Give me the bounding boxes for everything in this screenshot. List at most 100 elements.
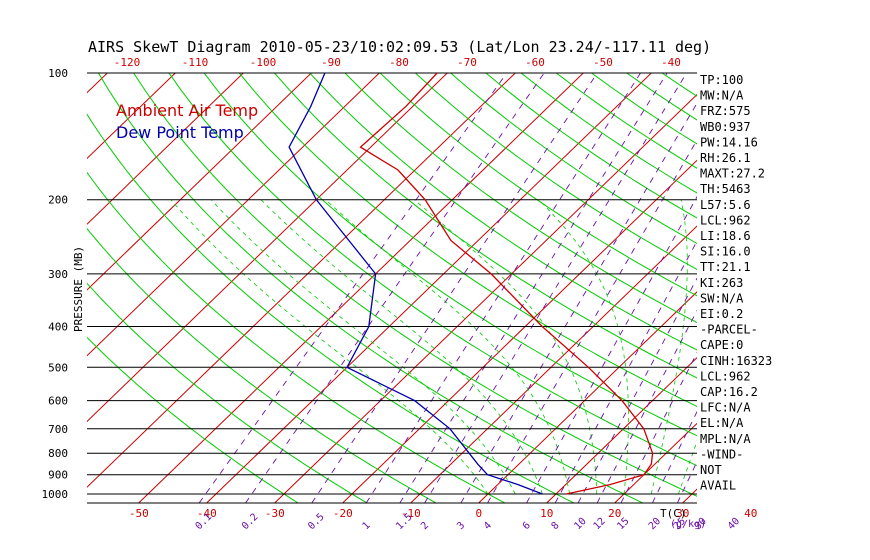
dry-adiabat-line bbox=[87, 336, 299, 503]
dry-adiabat-line bbox=[97, 73, 644, 503]
isotherm-line bbox=[138, 73, 584, 503]
dry-adiabat-line bbox=[309, 73, 697, 351]
pressure-tick-label: 100 bbox=[48, 67, 68, 80]
index-entry: MAXT:27.2 bbox=[700, 167, 765, 181]
isotherm-line bbox=[478, 291, 697, 503]
bottom-temp-tick-label: 30 bbox=[676, 507, 689, 520]
bottom-temp-tick-label: -30 bbox=[265, 507, 285, 520]
isotherm-line bbox=[87, 73, 176, 160]
mixing-ratio-tick-label: 8 bbox=[550, 520, 562, 532]
legend-dew-point-temp: Dew Point Temp bbox=[116, 123, 244, 142]
moist-adiabat-line bbox=[678, 440, 697, 495]
pressure-tick-label: 300 bbox=[48, 268, 68, 281]
profiles bbox=[288, 73, 654, 495]
isotherm-line bbox=[546, 356, 697, 503]
index-entry: SW:N/A bbox=[700, 291, 744, 305]
ambient-temp-line bbox=[359, 73, 654, 495]
index-entry: PW:14.16 bbox=[700, 135, 758, 149]
top-temp-tick-label: -90 bbox=[321, 56, 341, 69]
index-entry: MW:N/A bbox=[700, 89, 744, 103]
isotherm-line bbox=[819, 73, 870, 503]
moist-adiabat-line bbox=[733, 200, 870, 494]
top-temp-tick-label: -80 bbox=[389, 56, 409, 69]
dry-adiabat-line bbox=[485, 73, 697, 219]
bottom-temp-tick-label: -10 bbox=[401, 507, 421, 520]
index-entry: FRZ:575 bbox=[700, 104, 751, 118]
index-entry: SI:16.0 bbox=[700, 245, 751, 259]
isotherm-line bbox=[87, 73, 448, 423]
dry-adiabat-line bbox=[415, 73, 697, 270]
chart-title: AIRS SkewT Diagram 2010-05-23/10:02:09.5… bbox=[88, 38, 711, 56]
dry-adiabat-line bbox=[661, 73, 697, 97]
index-entry: L57:5.6 bbox=[700, 198, 751, 212]
y-axis-label: PRESSURE (MB) bbox=[72, 246, 85, 332]
dry-adiabat-line bbox=[450, 73, 697, 244]
isotherm-line bbox=[342, 159, 697, 503]
top-temp-tick-label: -100 bbox=[250, 56, 277, 69]
moist-adiabat-line bbox=[414, 199, 598, 495]
pressure-tick-label: 500 bbox=[48, 361, 68, 374]
bottom-temp-tick-label: -50 bbox=[129, 507, 149, 520]
isotherm-line bbox=[206, 73, 652, 503]
pressure-tick-label: 600 bbox=[48, 395, 68, 408]
dewpoint-temp-line bbox=[288, 73, 543, 495]
dry-adiabat-line bbox=[238, 73, 697, 408]
mixing-ratio-tick-label: 3 bbox=[455, 520, 467, 532]
index-entry: TP:100 bbox=[700, 73, 743, 87]
mixing-ratio-tick-label: 0.2 bbox=[240, 512, 261, 533]
isotherm-line bbox=[0, 73, 39, 503]
index-entry: TH:5463 bbox=[700, 182, 751, 196]
mixing-ratio-line bbox=[399, 73, 668, 503]
legend-ambient-air-temp: Ambient Air Temp bbox=[116, 101, 258, 120]
mixing-ratio-line bbox=[487, 139, 697, 503]
dry-adiabat-line bbox=[87, 113, 575, 503]
mixing-ratio-line bbox=[577, 277, 697, 503]
top-temp-tick-label: -40 bbox=[661, 56, 681, 69]
moist-adiabat-line bbox=[260, 199, 543, 495]
top-temp-tick-label: -70 bbox=[457, 56, 477, 69]
mixing-ratio-line bbox=[198, 73, 508, 503]
index-entry: NOT bbox=[700, 463, 722, 477]
index-entry: EL:N/A bbox=[700, 416, 744, 430]
index-entry: -WIND- bbox=[700, 447, 743, 461]
index-entry: LFC:N/A bbox=[700, 401, 751, 415]
bottom-temp-tick-label: 0 bbox=[475, 507, 482, 520]
dry-adiabat-line bbox=[87, 227, 437, 503]
pressure-tick-label: 200 bbox=[48, 194, 68, 207]
isotherm-line bbox=[751, 73, 870, 503]
pressure-tick-label: 900 bbox=[48, 469, 68, 482]
isotherm-line bbox=[614, 422, 697, 503]
moist-adiabat-line bbox=[210, 199, 516, 495]
dry-adiabat-line bbox=[520, 73, 697, 194]
index-entry: LI:18.6 bbox=[700, 229, 751, 243]
mixing-ratio-line bbox=[311, 73, 598, 503]
mixing-ratio-line bbox=[365, 73, 641, 503]
mixing-ratio-tick-label: 40 bbox=[726, 516, 742, 532]
isotherm-line bbox=[87, 73, 516, 488]
mixing-ratio-tick-label: 2 bbox=[419, 520, 431, 532]
bottom-temp-tick-label: -20 bbox=[333, 507, 353, 520]
bottom-temp-tick-label: 20 bbox=[608, 507, 621, 520]
mixing-ratio-tick-label: 1 bbox=[361, 520, 373, 532]
mixing-ratio-tick-label: 4 bbox=[482, 520, 494, 532]
bottom-temp-tick-label: 40 bbox=[744, 507, 757, 520]
index-entry: TT:21.1 bbox=[700, 260, 751, 274]
mixing-ratio-line bbox=[554, 240, 697, 503]
mixing-ratio-line bbox=[245, 73, 545, 503]
index-entry: MPL:N/A bbox=[700, 432, 751, 446]
bottom-temp-tick-label: -40 bbox=[197, 507, 217, 520]
index-entry: CAPE:0 bbox=[700, 338, 743, 352]
moist-adiabat-line bbox=[325, 199, 570, 495]
isotherm-line bbox=[87, 73, 380, 357]
dry-adiabat-line bbox=[87, 282, 368, 503]
bottom-temp-tick-label: 10 bbox=[540, 507, 553, 520]
pressure-tick-label: 1000 bbox=[42, 488, 69, 501]
top-temp-tick-label: -60 bbox=[525, 56, 545, 69]
moist-adiabat-line bbox=[650, 199, 688, 495]
x-axis-label: T(C) bbox=[660, 507, 687, 520]
isotherm-line bbox=[274, 93, 697, 503]
index-entry: LCL:962 bbox=[700, 369, 751, 383]
mixing-ratio-unit-label: (g/kg) bbox=[670, 519, 706, 530]
index-entry: CINH:16323 bbox=[700, 354, 772, 368]
